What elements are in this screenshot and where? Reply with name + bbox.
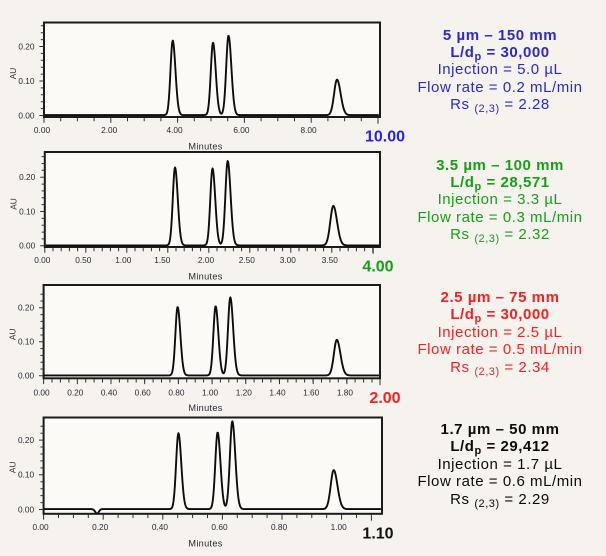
svg-text:0.20: 0.20 [18,303,35,313]
svg-text:1.00: 1.00 [202,388,219,398]
svg-text:10.00: 10.00 [365,129,405,146]
svg-text:1.10: 1.10 [362,525,393,542]
svg-text:0.50: 0.50 [75,255,92,265]
svg-text:Minutes: Minutes [188,272,222,282]
svg-text:2.50: 2.50 [239,255,256,265]
svg-text:0.10: 0.10 [18,337,35,347]
svg-text:AU: AU [8,68,18,80]
svg-text:0.00: 0.00 [34,388,51,398]
svg-text:8.00: 8.00 [301,125,318,135]
svg-text:4.00: 4.00 [167,125,184,135]
svg-text:0.00: 0.00 [19,241,36,251]
svg-text:0.80: 0.80 [271,522,288,532]
svg-text:3.50: 3.50 [322,255,339,265]
svg-text:1.50: 1.50 [154,255,171,265]
svg-text:0.00: 0.00 [34,255,51,265]
svg-text:2.00: 2.00 [369,390,400,407]
svg-text:Minutes: Minutes [188,142,222,152]
svg-text:0.00: 0.00 [33,522,50,532]
svg-text:6.00: 6.00 [233,125,250,135]
svg-text:1.00: 1.00 [331,522,348,532]
svg-text:0.60: 0.60 [135,388,152,398]
svg-text:0.20: 0.20 [67,388,84,398]
svg-text:2.00: 2.00 [101,125,118,135]
svg-text:0.40: 0.40 [152,522,169,532]
svg-text:0.20: 0.20 [92,522,109,532]
svg-text:0.00: 0.00 [34,125,51,135]
svg-text:0.80: 0.80 [168,388,185,398]
svg-text:0.10: 0.10 [18,76,35,86]
svg-text:3.00: 3.00 [280,255,297,265]
svg-text:1.80: 1.80 [337,388,354,398]
svg-text:1.60: 1.60 [303,388,320,398]
svg-text:0.10: 0.10 [19,206,36,216]
svg-text:0.00: 0.00 [18,504,35,514]
svg-text:1.00: 1.00 [115,255,132,265]
svg-text:2.00: 2.00 [198,255,215,265]
svg-text:0.40: 0.40 [101,388,118,398]
svg-text:AU: AU [7,329,17,341]
svg-text:0.10: 0.10 [18,470,35,480]
svg-text:0.60: 0.60 [211,522,228,532]
svg-text:Minutes: Minutes [188,403,222,413]
svg-text:Minutes: Minutes [188,538,222,548]
svg-text:0.00: 0.00 [18,110,35,120]
svg-text:0.20: 0.20 [18,435,35,445]
svg-text:1.40: 1.40 [269,388,286,398]
svg-text:4.00: 4.00 [362,259,393,276]
svg-text:0.20: 0.20 [18,41,35,51]
svg-text:1.20: 1.20 [236,388,253,398]
svg-text:AU: AU [9,198,19,210]
svg-text:0.00: 0.00 [18,371,35,381]
svg-text:0.20: 0.20 [19,172,36,182]
svg-text:AU: AU [7,462,17,474]
